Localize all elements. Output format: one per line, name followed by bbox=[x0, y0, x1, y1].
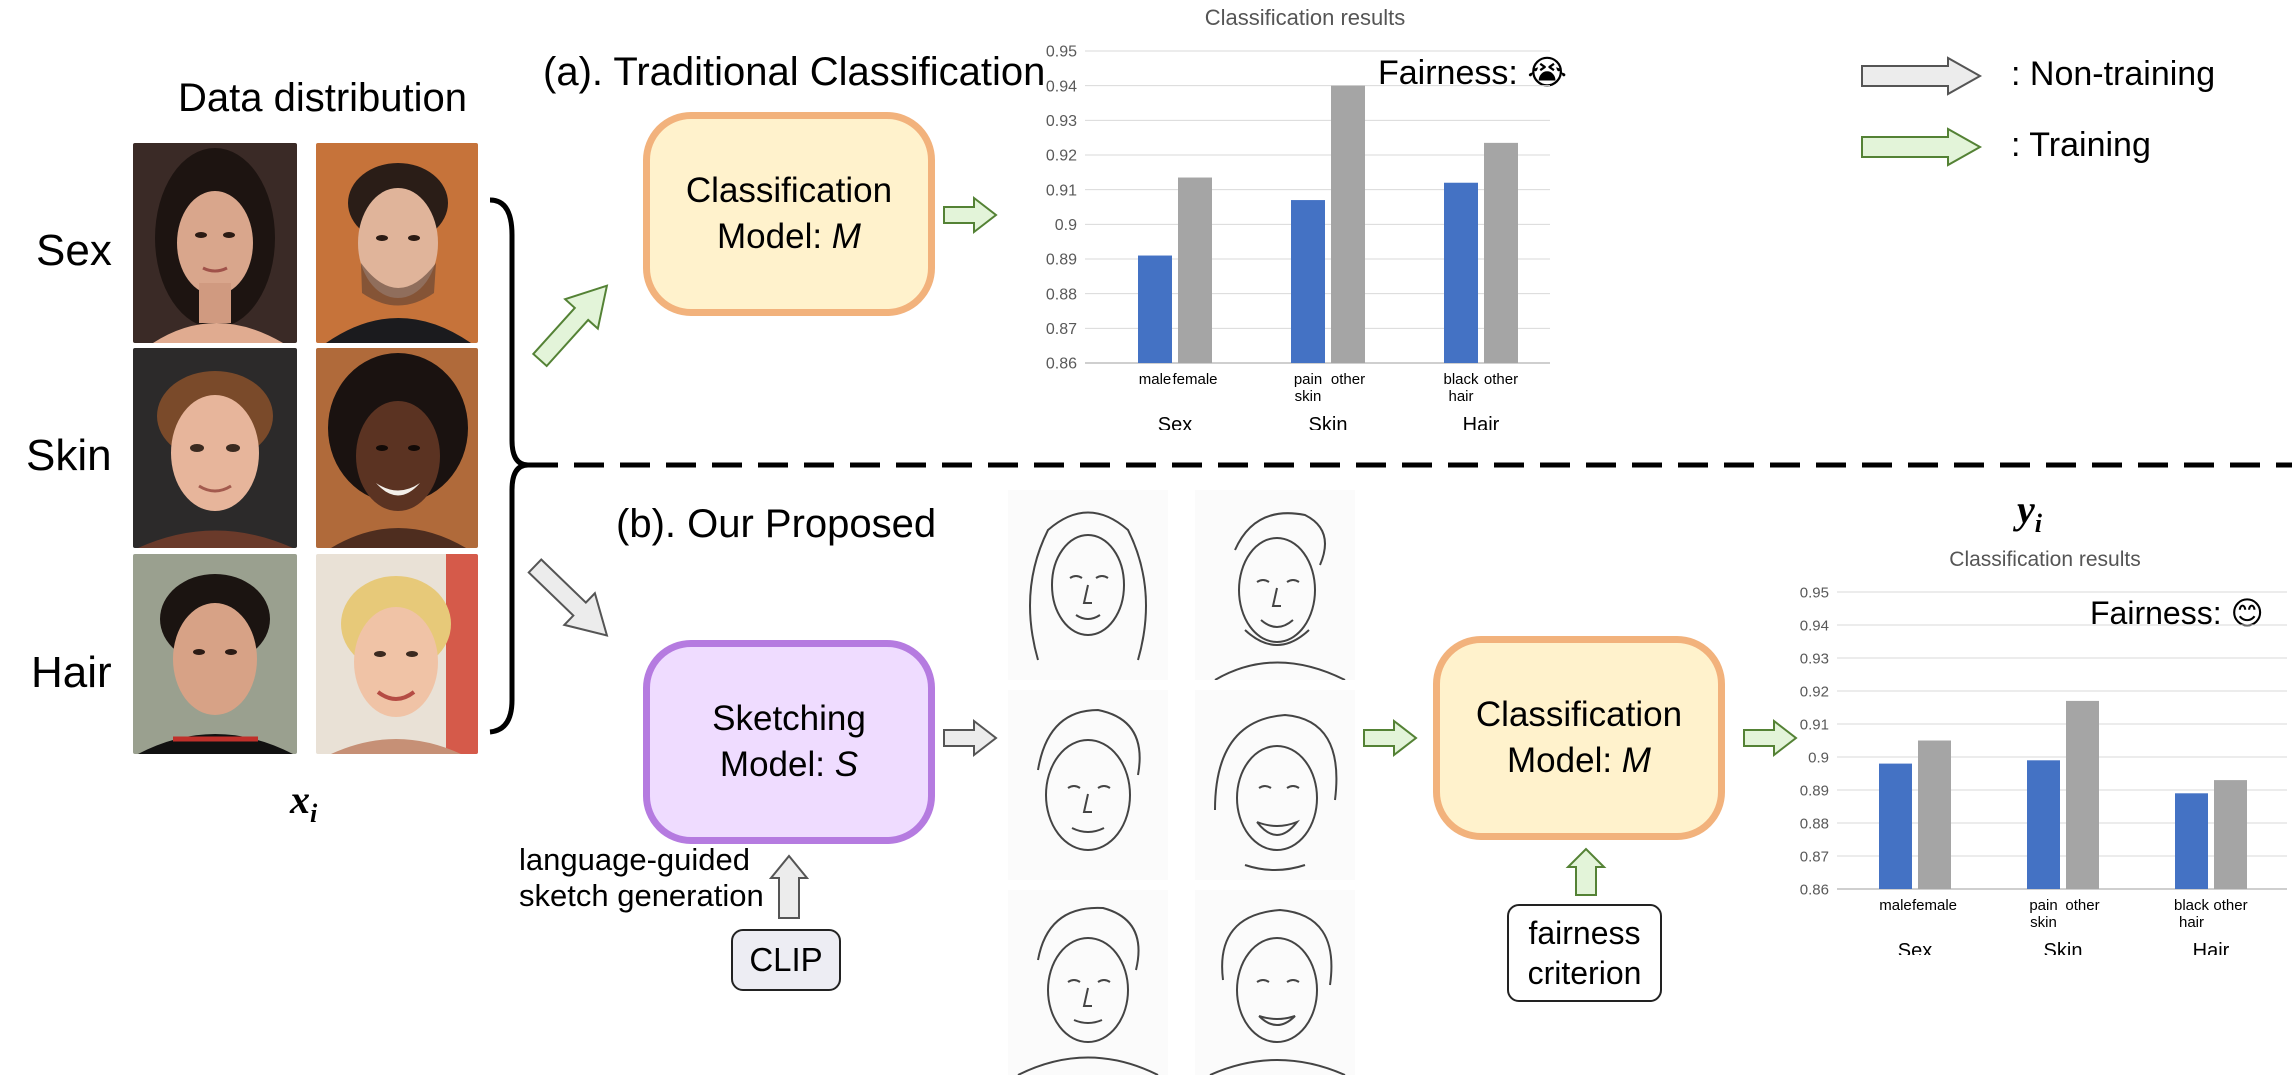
legend-training-label: : Training bbox=[2011, 126, 2151, 164]
bar-label: hair bbox=[2179, 914, 2204, 931]
bar-label: hair bbox=[1448, 388, 1473, 405]
face-photo-5 bbox=[133, 554, 297, 754]
face-photo-1 bbox=[133, 143, 297, 343]
sketch-6 bbox=[1195, 890, 1355, 1076]
y-tick-label: 0.86 bbox=[1800, 881, 1829, 898]
non-training-arrow-clip-up bbox=[768, 854, 810, 919]
bar-label: skin bbox=[2030, 914, 2057, 931]
bar-label: pain bbox=[2029, 897, 2057, 914]
bar-label: other bbox=[2065, 897, 2099, 914]
non-training-arrow-diag-down bbox=[527, 558, 609, 637]
data-distribution-heading: Data distribution bbox=[178, 76, 468, 120]
classification-model-bottom: Classification Model: M bbox=[1433, 636, 1725, 840]
bar-label: male bbox=[1139, 371, 1172, 388]
y-tick-label: 0.89 bbox=[1046, 252, 1077, 269]
sketch-3 bbox=[1008, 690, 1168, 880]
bar-label: pain bbox=[1294, 371, 1322, 388]
face-photo-6 bbox=[316, 554, 478, 754]
bar-label: male bbox=[1879, 897, 1912, 914]
row-label-sex: Sex bbox=[36, 226, 112, 275]
y-tick-label: 0.91 bbox=[1046, 182, 1077, 199]
proposed-heading: (b). Our Proposed bbox=[616, 502, 937, 546]
face-photo-3 bbox=[133, 348, 297, 548]
bar-label: black bbox=[1443, 371, 1479, 388]
bar-sex-1 bbox=[1178, 177, 1212, 363]
bar-skin-1 bbox=[2066, 700, 2099, 889]
y-tick-label: 0.94 bbox=[1800, 617, 1829, 634]
yi-label: yi bbox=[2017, 487, 2042, 538]
traditional-heading: (a). Traditional Classification bbox=[543, 50, 1046, 94]
y-tick-label: 0.93 bbox=[1046, 113, 1077, 130]
bar-skin-0 bbox=[1291, 200, 1325, 363]
bar-hair-1 bbox=[2214, 780, 2247, 889]
sketch-1 bbox=[1008, 490, 1168, 680]
sketch-5 bbox=[1008, 890, 1168, 1076]
bar-hair-1 bbox=[1484, 142, 1518, 363]
y-tick-label: 0.86 bbox=[1046, 356, 1077, 373]
legend-non-training-arrow bbox=[1861, 56, 1983, 96]
group-label: Sex bbox=[1898, 940, 1932, 955]
bar-label: other bbox=[2213, 897, 2247, 914]
curly-brace bbox=[489, 197, 529, 735]
bar-label: other bbox=[1484, 371, 1518, 388]
non-training-arrow-to-sketches bbox=[943, 718, 998, 758]
xi-label: xi bbox=[290, 777, 318, 828]
bar-sex-1 bbox=[1918, 740, 1951, 889]
sketch-4 bbox=[1195, 690, 1355, 880]
y-tick-label: 0.88 bbox=[1046, 286, 1077, 303]
bar-label: female bbox=[1912, 897, 1957, 914]
clip-box: CLIP bbox=[731, 929, 841, 991]
y-tick-label: 0.93 bbox=[1800, 650, 1829, 667]
bar-hair-0 bbox=[2175, 793, 2208, 889]
training-arrow-diag-up bbox=[531, 284, 609, 368]
training-arrow-to-chart bbox=[1743, 718, 1798, 758]
language-guided-label: language-guided sketch generation bbox=[519, 842, 764, 913]
chart-bottom: 0.86 0.87 0.88 0.89 0.9 0.91 0.92 0.93 0.94 0.95 m… bbox=[1800, 584, 2287, 955]
y-tick-label: 0.92 bbox=[1046, 148, 1077, 165]
face-photo-2 bbox=[316, 143, 478, 343]
bar-label: other bbox=[1331, 371, 1365, 388]
bar-sex-0 bbox=[1138, 255, 1172, 363]
y-tick-label: 0.92 bbox=[1800, 683, 1829, 700]
fairness-criterion-box: fairness criterion bbox=[1507, 904, 1662, 1002]
row-label-hair: Hair bbox=[31, 648, 112, 697]
row-label-skin: Skin bbox=[26, 431, 112, 480]
bar-label: skin bbox=[1295, 388, 1322, 405]
sketching-model: Sketching Model: S bbox=[643, 640, 935, 844]
bar-label: female bbox=[1172, 371, 1217, 388]
chart-top-title: Classification results bbox=[1204, 5, 1406, 30]
classification-model-top: Classification Model: M bbox=[643, 112, 935, 316]
training-arrow-to-classifier bbox=[1363, 718, 1418, 758]
y-tick-label: 0.95 bbox=[1046, 44, 1077, 61]
y-tick-label: 0.9 bbox=[1808, 749, 1829, 766]
y-tick-label: 0.87 bbox=[1800, 848, 1829, 865]
y-tick-label: 0.87 bbox=[1046, 321, 1077, 338]
y-tick-label: 0.94 bbox=[1046, 78, 1077, 95]
bar-label: black bbox=[2174, 897, 2210, 914]
bar-sex-0 bbox=[1879, 763, 1912, 889]
group-label: Hair bbox=[2193, 940, 2230, 955]
group-label: Skin bbox=[2044, 940, 2083, 955]
bar-skin-1 bbox=[1331, 85, 1365, 363]
group-label: Sex bbox=[1158, 414, 1192, 430]
legend-non-training-label: : Non-training bbox=[2011, 55, 2216, 93]
y-tick-label: 0.88 bbox=[1800, 815, 1829, 832]
chart-bottom-title: Classification results bbox=[1949, 548, 2141, 571]
bar-hair-0 bbox=[1444, 182, 1478, 363]
training-arrow-top-chart bbox=[943, 195, 998, 235]
group-label: Skin bbox=[1309, 414, 1348, 430]
y-tick-label: 0.95 bbox=[1800, 584, 1829, 601]
y-tick-label: 0.9 bbox=[1055, 217, 1077, 234]
legend-training-arrow bbox=[1861, 127, 1983, 167]
group-label: Hair bbox=[1463, 414, 1500, 430]
y-tick-label: 0.89 bbox=[1800, 782, 1829, 799]
sketch-2 bbox=[1195, 490, 1355, 681]
y-tick-label: 0.91 bbox=[1800, 716, 1829, 733]
training-arrow-fairness-up bbox=[1565, 847, 1607, 896]
bar-skin-0 bbox=[2027, 760, 2060, 889]
chart-top: 0.86 0.87 0.88 0.89 0.9 0.91 0.92 0.93 0.94 0.95 m… bbox=[1046, 44, 1550, 430]
face-photo-4 bbox=[316, 348, 478, 548]
